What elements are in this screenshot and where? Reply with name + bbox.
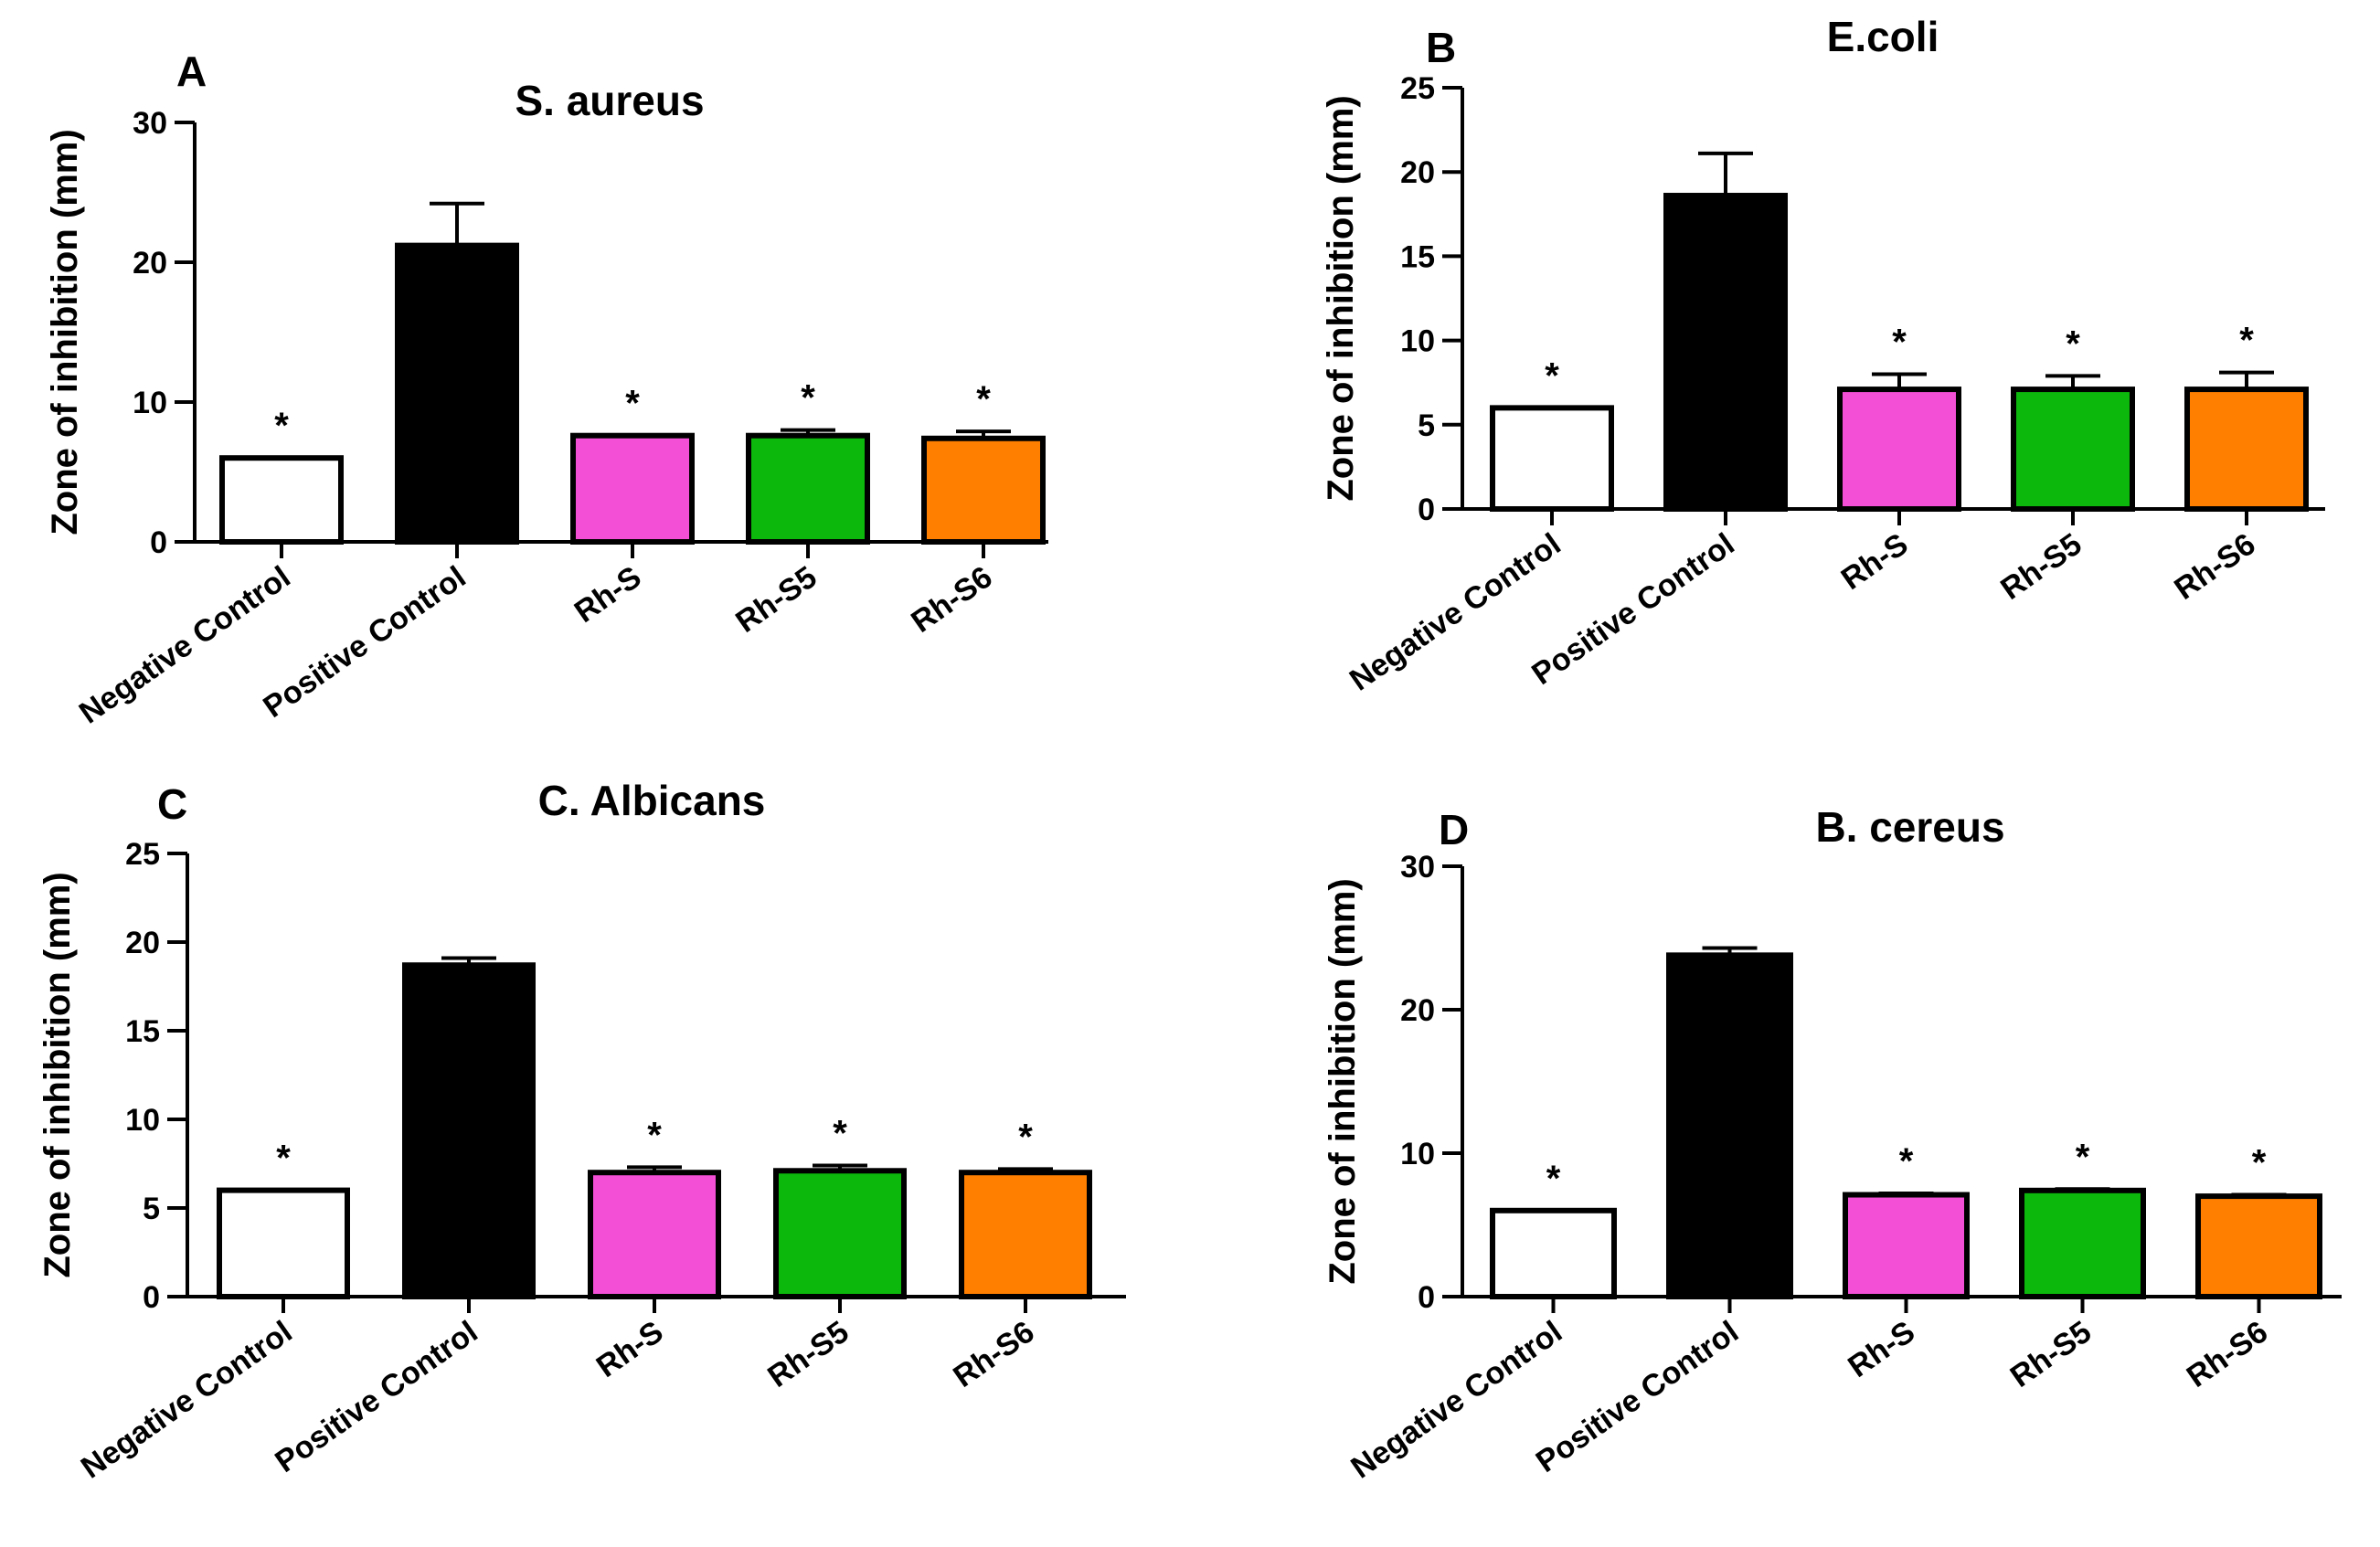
panel-letter: C [157, 780, 187, 828]
bar [2195, 1193, 2322, 1299]
x-tick-label: Rh-S6 [2168, 526, 2261, 606]
y-tick-label: 25 [1400, 71, 1435, 106]
chart-title: S. aureus [515, 77, 704, 124]
y-tick-label: 25 [125, 837, 160, 872]
significance-star: * [2239, 321, 2254, 361]
y-tick-label: 10 [1400, 324, 1435, 359]
y-axis-label: Zone of inhibition (mm) [45, 129, 85, 535]
y-tick-label: 0 [1418, 1280, 1435, 1315]
bar [773, 1168, 907, 1300]
significance-star: * [1892, 322, 1907, 362]
y-tick-label: 15 [125, 1014, 160, 1049]
panel-letter: D [1439, 806, 1469, 853]
chart-title: E.coli [1827, 13, 1939, 60]
y-axis-label: Zone of inhibition (mm) [1323, 878, 1363, 1284]
bar [402, 962, 536, 1299]
y-tick-label: 30 [133, 106, 167, 141]
y-tick-label: 15 [1400, 239, 1435, 274]
x-tick-label: Rh-S [590, 1314, 670, 1384]
significance-star: * [2066, 323, 2080, 364]
significance-star: * [1545, 355, 1559, 396]
x-tick-label: Rh-S [568, 559, 648, 630]
significance-star: * [274, 406, 289, 446]
bar [1663, 193, 1788, 513]
panel-letter: B [1426, 24, 1456, 71]
chart-title: B. cereus [1815, 803, 2004, 851]
x-tick-label: Rh-S5 [729, 559, 823, 639]
y-tick-label: 10 [1400, 1137, 1435, 1171]
significance-star: * [1018, 1117, 1033, 1157]
chart-panel-c: C C. Albicans Zone of inhibition (mm) 0 5 10 1… [37, 777, 1126, 1486]
y-tick-label: 20 [1400, 993, 1435, 1028]
significance-star: * [833, 1113, 847, 1153]
y-axis-label: Zone of inhibition (mm) [1321, 95, 1361, 501]
chart-panel-d: D B. cereus Zone of inhibition (mm) 0 10 20 30… [1323, 803, 2342, 1486]
x-tick-label: Positive Control [269, 1314, 483, 1479]
y-tick-label: 5 [143, 1192, 160, 1226]
significance-star: * [276, 1139, 291, 1179]
significance-star: * [1546, 1159, 1561, 1199]
significance-star: * [2252, 1143, 2267, 1183]
significance-star: * [2076, 1137, 2090, 1177]
y-tick-label: 0 [150, 525, 167, 560]
y-tick-label: 20 [125, 926, 160, 960]
chart-panel-a: A S. aureus Zone of inhibition (mm) 0 10 20 30… [45, 48, 1048, 731]
chart-panel-b: B E.coli Zone of inhibition (mm) 0 5 10 15 20 25… [1321, 13, 2325, 698]
x-tick-label: Rh-S [1842, 1314, 1921, 1384]
bar [959, 1170, 1092, 1299]
bar [1837, 387, 1961, 512]
bar [570, 432, 695, 545]
y-tick-label: 0 [143, 1280, 160, 1315]
x-tick-label: Rh-S6 [905, 559, 998, 639]
y-tick-label: 0 [1418, 493, 1435, 527]
bar [921, 435, 1046, 545]
y-tick-label: 20 [133, 246, 167, 281]
x-tick-label: Rh-S6 [947, 1314, 1040, 1393]
significance-star: * [625, 384, 640, 424]
x-tick-label: Rh-S6 [2181, 1314, 2274, 1393]
bar [2184, 387, 2309, 512]
y-axis-label: Zone of inhibition (mm) [37, 872, 78, 1277]
x-tick-label: Negative Control [75, 1314, 299, 1485]
bar [2019, 1187, 2146, 1299]
significance-star: * [976, 379, 991, 419]
y-tick-label: 30 [1400, 850, 1435, 885]
bar [746, 432, 870, 545]
y-tick-label: 10 [125, 1103, 160, 1138]
bar [1490, 1207, 1617, 1300]
x-tick-label: Rh-S5 [2004, 1314, 2098, 1393]
chart-title: C. Albicans [538, 777, 766, 824]
bar [1490, 405, 1614, 512]
bar [217, 1187, 350, 1299]
bar [395, 242, 519, 545]
significance-star: * [1899, 1141, 1914, 1181]
panel-letter: A [176, 48, 207, 95]
x-tick-label: Rh-S5 [761, 1314, 855, 1393]
bar [588, 1170, 721, 1299]
y-tick-label: 10 [133, 386, 167, 420]
bar [219, 455, 344, 546]
bar [2011, 387, 2135, 512]
chart-panels: A S. aureus Zone of inhibition (mm) 0 10 20 30… [37, 13, 2342, 1486]
significance-star: * [801, 378, 815, 419]
bar [1843, 1192, 1970, 1300]
significance-star: * [647, 1115, 662, 1155]
y-tick-label: 5 [1418, 408, 1435, 443]
bar [1666, 952, 1793, 1299]
x-tick-label: Rh-S5 [1994, 526, 2088, 606]
x-tick-label: Rh-S [1835, 526, 1915, 597]
y-tick-label: 20 [1400, 155, 1435, 190]
